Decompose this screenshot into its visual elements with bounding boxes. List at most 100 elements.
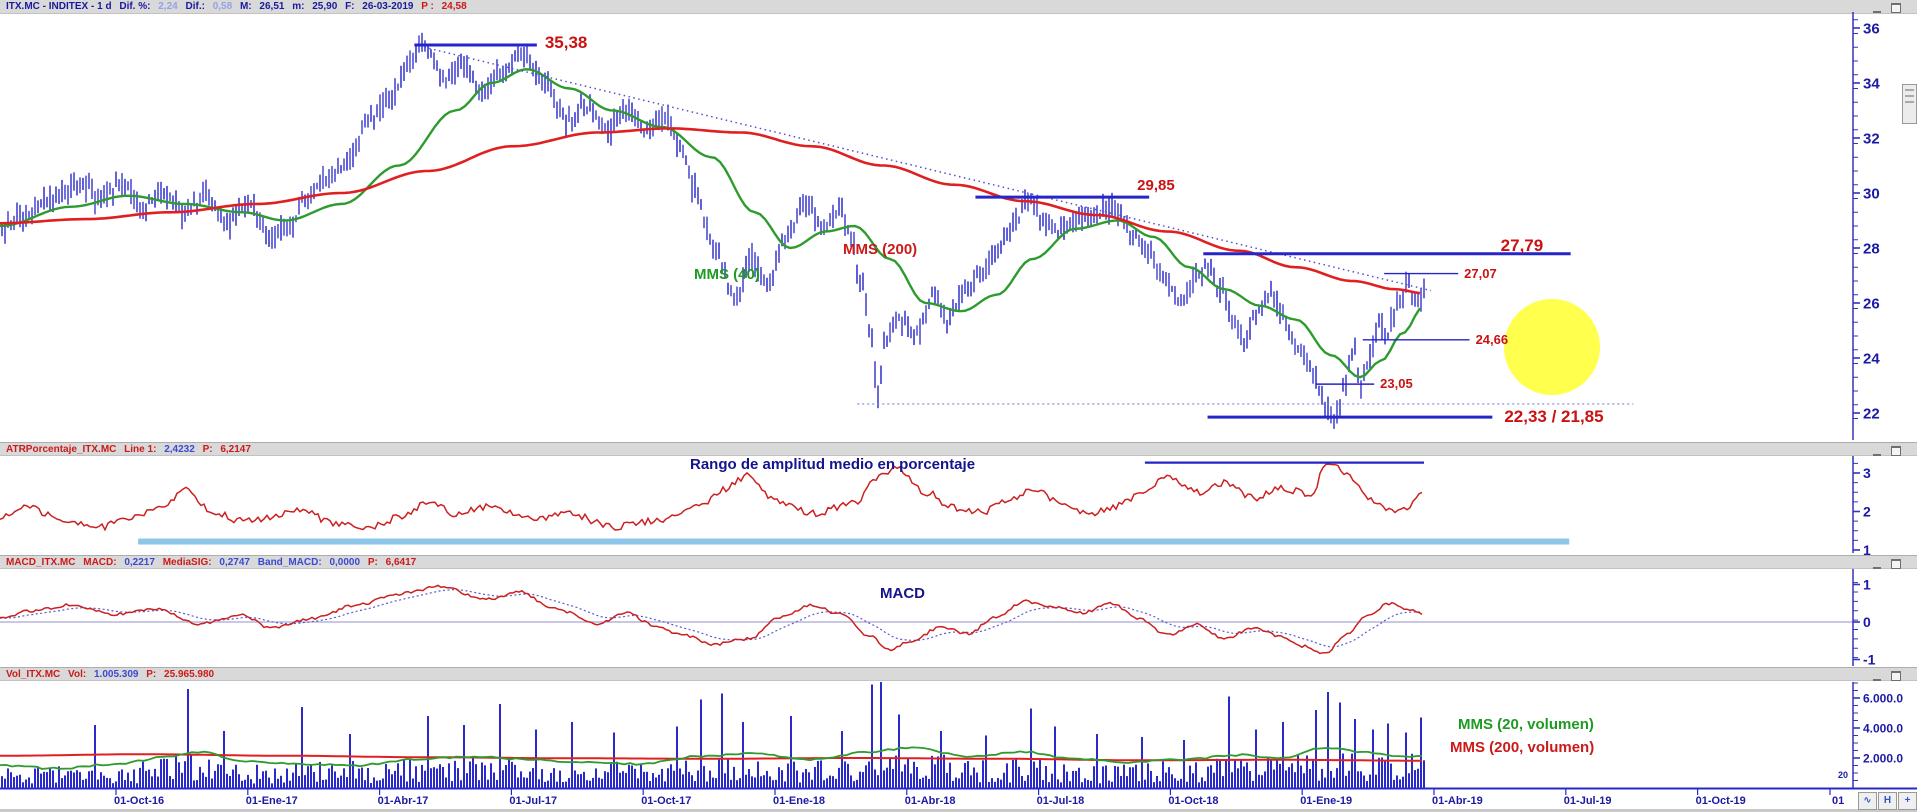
value-axis[interactable]: 36 34 32 30 28 26 24 22 xyxy=(1852,12,1880,440)
atr-p-label: P: xyxy=(202,444,213,455)
macd-p-label: P: xyxy=(367,557,378,568)
atr-panel-header: ATRPorcentaje_ITX.MC Line 1: 2,4232 P: 6… xyxy=(0,442,1917,456)
macd-panel-header: MACD_ITX.MC MACD: 0,2217 MediaSIG: 0,274… xyxy=(0,555,1917,569)
minimize-icon[interactable] xyxy=(1873,558,1881,569)
mms40-line xyxy=(0,68,1422,379)
svg-text:4.000.0: 4.000.0 xyxy=(1863,721,1903,735)
svg-text:32: 32 xyxy=(1863,130,1880,147)
minimize-icon[interactable] xyxy=(1873,445,1881,456)
macd-signal-line xyxy=(0,588,1423,648)
macd-panel-title: MACD xyxy=(880,585,925,602)
maximize-icon[interactable] xyxy=(1891,671,1901,681)
minimize-icon[interactable] xyxy=(1873,670,1881,681)
atr-line-label: Line 1: xyxy=(124,444,157,455)
macd-indicator-name: MACD_ITX.MC xyxy=(6,557,76,568)
dif-value: 0,58 xyxy=(212,1,233,12)
window-bottom-edge xyxy=(0,809,1917,812)
price-annotation-label: 24,66 xyxy=(1475,331,1509,347)
wave-tool-button[interactable]: ∿ xyxy=(1858,792,1877,810)
macd-band-value: 0,0000 xyxy=(329,557,361,568)
atr-plot-area[interactable] xyxy=(0,461,1570,545)
price-annotation-label: 23,05 xyxy=(1380,376,1413,392)
svg-text:2: 2 xyxy=(1863,504,1871,520)
svg-text:01-Oct-16: 01-Oct-16 xyxy=(114,795,164,807)
svg-text:01-Jul-19: 01-Jul-19 xyxy=(1564,795,1612,807)
macd-plot-area[interactable] xyxy=(0,584,1853,655)
svg-text:24: 24 xyxy=(1863,350,1880,367)
vol-value: 1.005.309 xyxy=(93,669,139,680)
svg-text:1: 1 xyxy=(1863,542,1871,558)
max-label: M: xyxy=(239,1,252,12)
maximize-icon[interactable] xyxy=(1891,446,1901,456)
axis-settings-button[interactable] xyxy=(1902,84,1917,124)
macd-p-value: 6,6417 xyxy=(385,557,417,568)
svg-text:6.000.0: 6.000.0 xyxy=(1863,691,1903,705)
svg-text:01-Abr-18: 01-Abr-18 xyxy=(905,795,956,807)
svg-text:01-Oct-17: 01-Oct-17 xyxy=(641,795,691,807)
macd-sig-value: 0,2747 xyxy=(219,557,250,568)
vol-p-label: P: xyxy=(146,669,157,680)
svg-text:30: 30 xyxy=(1863,185,1880,202)
svg-text:36: 36 xyxy=(1863,20,1880,37)
macd-line xyxy=(0,584,1423,655)
atr-p-value: 6,2147 xyxy=(220,444,251,455)
svg-text:3: 3 xyxy=(1863,465,1871,481)
svg-text:01-Abr-17: 01-Abr-17 xyxy=(378,795,429,807)
value-axis[interactable]: 3 2 1 xyxy=(1852,456,1871,558)
atr-indicator-name: ATRPorcentaje_ITX.MC xyxy=(6,444,117,455)
svg-text:01-Ene-18: 01-Ene-18 xyxy=(773,795,825,807)
volume-plot-area[interactable] xyxy=(0,682,1425,789)
atr-line-value: 2,4232 xyxy=(164,444,195,455)
atr-line xyxy=(0,463,1423,532)
last-price-label: P : xyxy=(421,1,434,12)
axis-corner-label: 20 xyxy=(1838,770,1849,780)
macd-label: MACD: xyxy=(83,557,117,568)
main-chart-titlebar: ITX.MC - INDITEX - 1 d Dif. %: 2,24 Dif.… xyxy=(0,0,1917,14)
value-axis[interactable]: 6.000.0 4.000.0 2.000.0 xyxy=(1852,682,1903,788)
symbol-title: ITX.MC - INDITEX - 1 d xyxy=(6,1,112,12)
svg-text:2.000.0: 2.000.0 xyxy=(1863,751,1903,765)
price-annotation-label: 27,07 xyxy=(1464,265,1497,281)
price-plot-area[interactable] xyxy=(0,32,1425,429)
minimize-icon[interactable] xyxy=(1873,2,1881,13)
volume-mms20-line xyxy=(0,746,1423,770)
max-value: 26,51 xyxy=(259,1,285,12)
price-annotation-label: 35,38 xyxy=(544,33,588,53)
min-label: m: xyxy=(292,1,305,12)
atr-support-band xyxy=(138,538,1570,545)
svg-text:0: 0 xyxy=(1863,614,1871,630)
value-axis[interactable]: 1 0 -1 xyxy=(1852,569,1876,668)
dif-pct-label: Dif. %: xyxy=(119,1,151,12)
dif-pct-value: 2,24 xyxy=(158,1,178,12)
date-value: 26-03-2019 xyxy=(362,1,414,12)
cursor-highlight xyxy=(1504,299,1600,395)
svg-text:22: 22 xyxy=(1863,405,1880,422)
min-value: 25,90 xyxy=(312,1,338,12)
maximize-icon[interactable] xyxy=(1891,559,1901,569)
mms200-line xyxy=(0,127,1421,295)
vol-p-value: 25.965.980 xyxy=(164,669,215,680)
svg-text:-1: -1 xyxy=(1863,652,1876,668)
atr-panel-title: Rango de amplitud medio en porcentaje xyxy=(690,456,976,473)
zoom-tool-button[interactable]: + xyxy=(1898,792,1917,810)
svg-text:01-Ene-17: 01-Ene-17 xyxy=(246,795,298,807)
price-annotation-label: 29,85 xyxy=(1137,177,1175,195)
price-annotation-label: 22,33 / 21,85 xyxy=(1504,407,1604,427)
time-axis[interactable]: 01-Oct-16 01-Ene-17 01-Abr-17 01-Jul-17 01-O… xyxy=(0,787,1917,808)
svg-text:01-Abr-19: 01-Abr-19 xyxy=(1432,795,1483,807)
last-price-value: 24,58 xyxy=(441,1,467,12)
price-annotation-label: 27,79 xyxy=(1500,235,1544,255)
mms200-legend: MMS (200) xyxy=(843,241,918,258)
macd-value: 0,2217 xyxy=(124,557,155,568)
horizontal-scale-button[interactable]: H xyxy=(1878,792,1897,810)
svg-text:26: 26 xyxy=(1863,295,1880,312)
volume-mms200-legend: MMS (200, volumen) xyxy=(1450,739,1595,756)
maximize-icon[interactable] xyxy=(1891,3,1901,13)
svg-text:01-Oct-19: 01-Oct-19 xyxy=(1696,795,1746,807)
mms40-legend: MMS (40) xyxy=(694,266,760,283)
dif-label: Dif.: xyxy=(185,1,205,12)
svg-text:28: 28 xyxy=(1863,240,1880,257)
svg-text:34: 34 xyxy=(1863,75,1880,92)
